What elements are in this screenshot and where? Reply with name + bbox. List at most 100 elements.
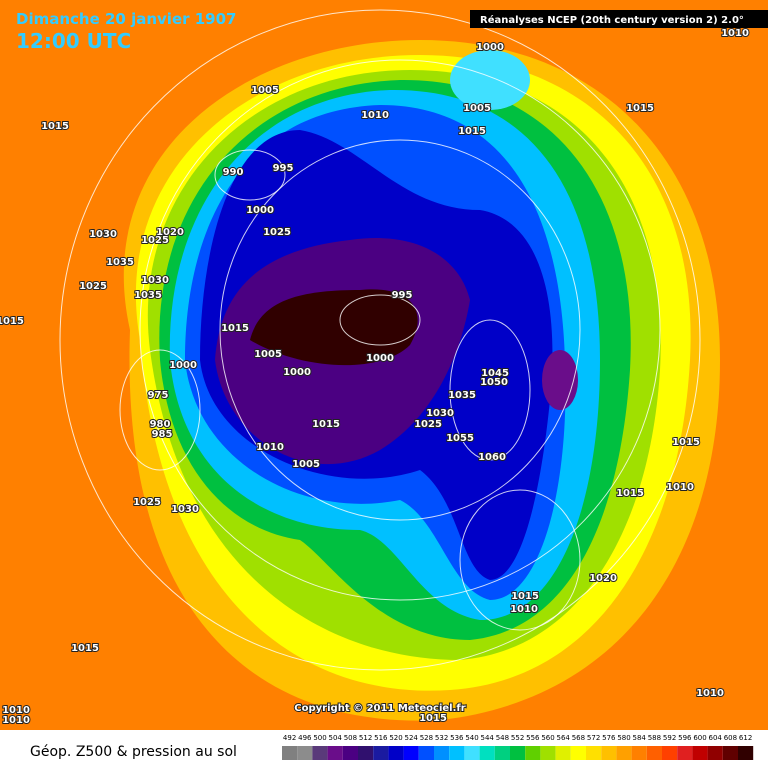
copyright: Copyright © 2011 Meteociel.fr (294, 703, 465, 714)
scale-label: 524 (405, 734, 419, 742)
scale-swatch (418, 746, 434, 760)
scale-swatch (479, 746, 495, 760)
isobar-label: 1025 (141, 235, 169, 246)
scale-label: 508 (344, 734, 357, 742)
scale-label: 592 (663, 734, 676, 742)
isobar-label: 995 (273, 163, 294, 174)
scale-label: 548 (496, 734, 509, 742)
scale-swatch (388, 746, 404, 760)
scale-swatch (707, 746, 723, 760)
scale-label: 512 (359, 734, 372, 742)
scale-swatch (540, 746, 556, 760)
isobar-label: 1025 (79, 281, 107, 292)
isobar-label: 1030 (89, 229, 117, 240)
isobar-label: 980 (150, 419, 171, 430)
scale-label: 612 (739, 734, 752, 742)
scale-label: 596 (678, 734, 692, 742)
isobar-label: 975 (148, 390, 169, 401)
scale-label: 572 (587, 734, 600, 742)
scale-swatch (464, 746, 480, 760)
isobar-label: 1015 (221, 323, 249, 334)
scale-swatch (662, 746, 678, 760)
isobar-label: 1015 (41, 121, 69, 132)
isobar-label: 1005 (254, 349, 282, 360)
isobar-label: 1000 (246, 205, 274, 216)
scale-label: 560 (541, 734, 554, 742)
source-box (470, 10, 768, 28)
isobar-label: 1005 (292, 459, 320, 470)
scale-swatch (525, 746, 541, 760)
isobar-label: 1025 (414, 419, 442, 430)
scale-swatch (601, 746, 617, 760)
isobar-label: 1015 (71, 643, 99, 654)
isobar-label: 995 (392, 290, 413, 301)
isobar-label: 1000 (366, 353, 394, 364)
scale-label: 584 (633, 734, 647, 742)
scale-label: 608 (724, 734, 737, 742)
isobar-label: 1020 (589, 573, 617, 584)
scale-swatch (677, 746, 693, 760)
scale-label: 556 (526, 734, 540, 742)
scale-swatch (738, 746, 754, 760)
scale-swatch (631, 746, 647, 760)
isobar-label: 1010 (510, 604, 538, 615)
scale-swatch (586, 746, 602, 760)
map-title: Dimanche 20 janvier 1907 (16, 10, 237, 28)
scale-swatch (312, 746, 328, 760)
isobar-label: 1010 (721, 28, 749, 39)
scale-label: 540 (465, 734, 478, 742)
isobar-label: 1010 (666, 482, 694, 493)
isobar-label: 1010 (256, 442, 284, 453)
scale-swatch (327, 746, 343, 760)
isobar-label: 1000 (169, 360, 197, 371)
isobar-label: 1010 (361, 110, 389, 121)
isobar-label: 1000 (283, 367, 311, 378)
color-scale: 492 496 500 504 508 512 516 520 524 528 532 536 540 5… (282, 734, 754, 760)
isobar-label: 1035 (448, 390, 476, 401)
scale-label: 552 (511, 734, 524, 742)
isobar-label: 1050 (480, 377, 508, 388)
scale-label: 536 (450, 734, 464, 742)
map-time: 12:00 UTC (16, 29, 131, 53)
isobar-label: 1015 (616, 488, 644, 499)
isobar-label: 1005 (463, 103, 491, 114)
isobar-label: 1030 (141, 275, 169, 286)
scale-label: 532 (435, 734, 448, 742)
scale-swatch (646, 746, 662, 760)
scale-swatch (342, 746, 358, 760)
isobar-label: 1020 (156, 227, 184, 238)
isobar-label: 1030 (426, 408, 454, 419)
isobar-label: 1025 (133, 497, 161, 508)
isobar-label: 1015 (312, 419, 340, 430)
scale-swatch (570, 746, 586, 760)
isobars (59, 9, 701, 671)
isobar-label: 1015 (511, 591, 539, 602)
isobar-label: 1035 (106, 257, 134, 268)
scale-label: 588 (648, 734, 661, 742)
scale-swatch (434, 746, 450, 760)
scale-label: 544 (481, 734, 495, 742)
source: Réanalyses NCEP (20th century version 2)… (480, 14, 744, 26)
isobar-label: 1000 (476, 42, 504, 53)
isobar-label: 1030 (171, 504, 199, 515)
scale-label: 504 (329, 734, 343, 742)
isobar-label: 990 (223, 167, 244, 178)
isobar-label: 1010 (2, 715, 30, 726)
scale-label: 564 (557, 734, 571, 742)
scale-label: 516 (374, 734, 388, 742)
scale-swatch (494, 746, 510, 760)
scale-swatch (373, 746, 389, 760)
isobar-label: 1010 (696, 688, 724, 699)
scale-label: 492 (283, 734, 296, 742)
isobar-label: 1015 (672, 437, 700, 448)
scale-swatch (358, 746, 374, 760)
scale-swatch (616, 746, 632, 760)
scale-swatch (297, 746, 313, 760)
isobar-label: 985 (152, 429, 173, 440)
scale-label: 496 (298, 734, 312, 742)
isobar-label: 1045 (481, 368, 509, 379)
scale-swatch (722, 746, 738, 760)
isobar-label: 1015 (626, 103, 654, 114)
scale-swatch (449, 746, 465, 760)
